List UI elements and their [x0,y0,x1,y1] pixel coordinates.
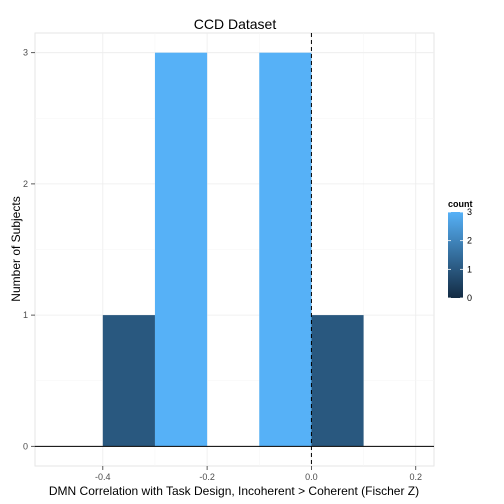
y-tick-label: 2 [23,179,28,189]
y-tick-label: 0 [23,441,28,451]
legend-title: count [448,199,473,209]
histogram-bars [102,52,364,447]
y-axis-title: Number of Subjects [9,196,23,301]
y-tick-label: 3 [23,48,28,58]
histogram-bar [102,315,155,447]
legend-label: 1 [467,264,472,274]
legend-label: 3 [467,207,472,217]
x-axis-title: DMN Correlation with Task Design, Incohe… [49,484,419,498]
histogram-bar [154,52,208,447]
x-tick-label: -0.2 [199,472,215,482]
y-axis-ticks: 0 1 2 3 [23,48,35,451]
legend-ticks: 0 1 2 3 [448,207,472,303]
legend-label: 2 [467,236,472,246]
x-axis-ticks: -0.4 -0.2 0.0 0.2 [95,466,422,482]
legend-colorbar [448,212,463,298]
count-legend: count 0 1 2 3 [448,199,473,303]
chart-title: CCD Dataset [194,16,277,32]
x-tick-label: -0.4 [95,472,111,482]
histogram-bar [259,52,312,447]
y-tick-label: 1 [23,310,28,320]
legend-label: 0 [467,293,472,303]
histogram-bar [311,315,364,447]
x-tick-label: 0.2 [409,472,422,482]
x-tick-label: 0.0 [305,472,318,482]
